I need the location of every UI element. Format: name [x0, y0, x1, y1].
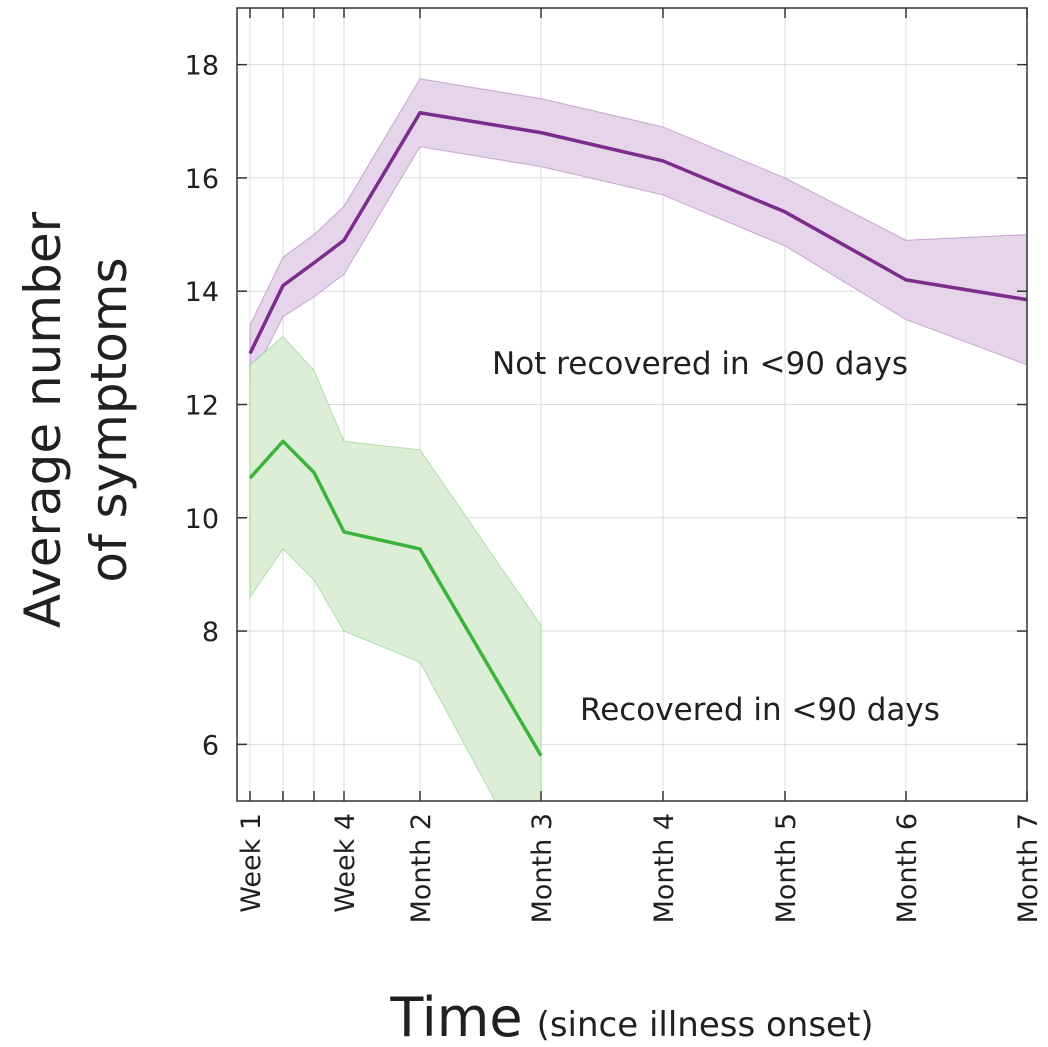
bands	[249, 78, 1027, 801]
y-tick-label: 14	[185, 277, 219, 308]
x-tick-label: Month 5	[771, 813, 802, 923]
y-tick-label: 12	[185, 391, 219, 422]
y-label-line: of symptoms	[80, 257, 138, 582]
x-label-note: (since illness onset)	[537, 1005, 874, 1045]
y-tick-label: 10	[185, 504, 219, 535]
y-tick-label: 6	[202, 730, 219, 761]
y-tick-label: 8	[202, 617, 219, 648]
x-tick-label: Week 1	[236, 813, 267, 913]
x-tick-label: Month 3	[527, 813, 558, 923]
x-label-main: Time	[389, 986, 522, 1047]
y-label-line: Average number	[14, 211, 72, 628]
series-line	[248, 439, 543, 757]
series-label: Recovered in <90 days	[580, 692, 940, 728]
x-tick-label: Week 4	[330, 813, 361, 913]
x-tick-label: Month 7	[1013, 813, 1044, 923]
series-label: Not recovered in <90 days	[492, 346, 908, 382]
ticks: 6 8 10 12 14 16 18 Week 1 Week 4 Month 2 Month 3 Mo…	[185, 8, 1044, 923]
x-tick-label: Month 2	[406, 813, 437, 923]
lines	[248, 111, 1027, 757]
x-axis-label: Time (since illness onset)	[389, 986, 873, 1047]
series-line	[248, 111, 1027, 355]
x-tick-label: Month 6	[892, 813, 923, 923]
confidence-band	[249, 335, 542, 801]
confidence-band	[249, 78, 1027, 383]
y-axis-label: Average number of symptoms	[14, 211, 138, 628]
x-tick-label: Month 4	[649, 813, 680, 923]
y-tick-label: 18	[185, 51, 219, 82]
y-tick-label: 16	[185, 164, 219, 195]
